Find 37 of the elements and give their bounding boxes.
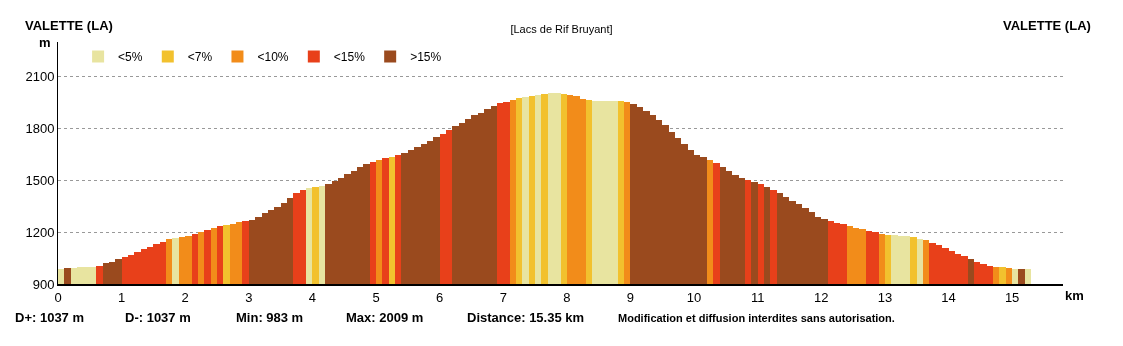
legend-label: <7% — [187, 50, 213, 65]
legend-label: >15% — [410, 50, 442, 65]
text: Max: 2009 m — [346, 310, 424, 325]
y-tick-label: 1800 — [25, 120, 55, 136]
x-tick-label: 8 — [563, 289, 571, 305]
legend-label: <15% — [333, 50, 366, 65]
legend-label: <5% — [118, 50, 143, 65]
x-tick-label: 0 — [54, 289, 62, 305]
x-tick-label: 14 — [941, 289, 956, 305]
text: Modification et diffusion interdites sans autorisation. — [618, 312, 895, 324]
x-tick-label: 15 — [1004, 289, 1020, 305]
text: Min: 983 m — [236, 310, 304, 325]
x-tick-label: 7 — [499, 289, 507, 305]
legend-label: <10% — [257, 50, 289, 65]
text: Distance: 15.35 km — [467, 310, 585, 325]
x-tick-label: 5 — [372, 289, 380, 305]
y-tick-label: 900 — [32, 276, 55, 292]
text: VALETTE (LA) — [25, 18, 113, 33]
x-tick-label: 6 — [436, 289, 444, 305]
y-tick-label: 2100 — [25, 69, 55, 85]
x-tick-label: 13 — [877, 289, 893, 305]
x-tick-label: 12 — [814, 289, 829, 305]
y-axis-title: m — [39, 35, 51, 50]
x-tick-label: 9 — [626, 289, 635, 305]
text: VALETTE (LA) — [1003, 18, 1091, 33]
x-axis-title: km — [1065, 288, 1084, 303]
x-tick-label: 11 — [750, 289, 765, 305]
x-tick-label: 10 — [686, 289, 702, 305]
text: D-: 1037 m — [125, 310, 191, 325]
text: D+: 1037 m — [15, 310, 85, 325]
y-tick-label: 1200 — [25, 224, 55, 240]
y-tick-label: 1500 — [25, 172, 55, 188]
chart-title: [Lacs de Rif Bruyant] — [510, 23, 613, 36]
x-tick-label: 4 — [308, 289, 317, 305]
x-tick-label: 2 — [181, 289, 189, 305]
x-tick-label: 1 — [117, 289, 126, 305]
x-tick-label: 3 — [245, 289, 253, 305]
